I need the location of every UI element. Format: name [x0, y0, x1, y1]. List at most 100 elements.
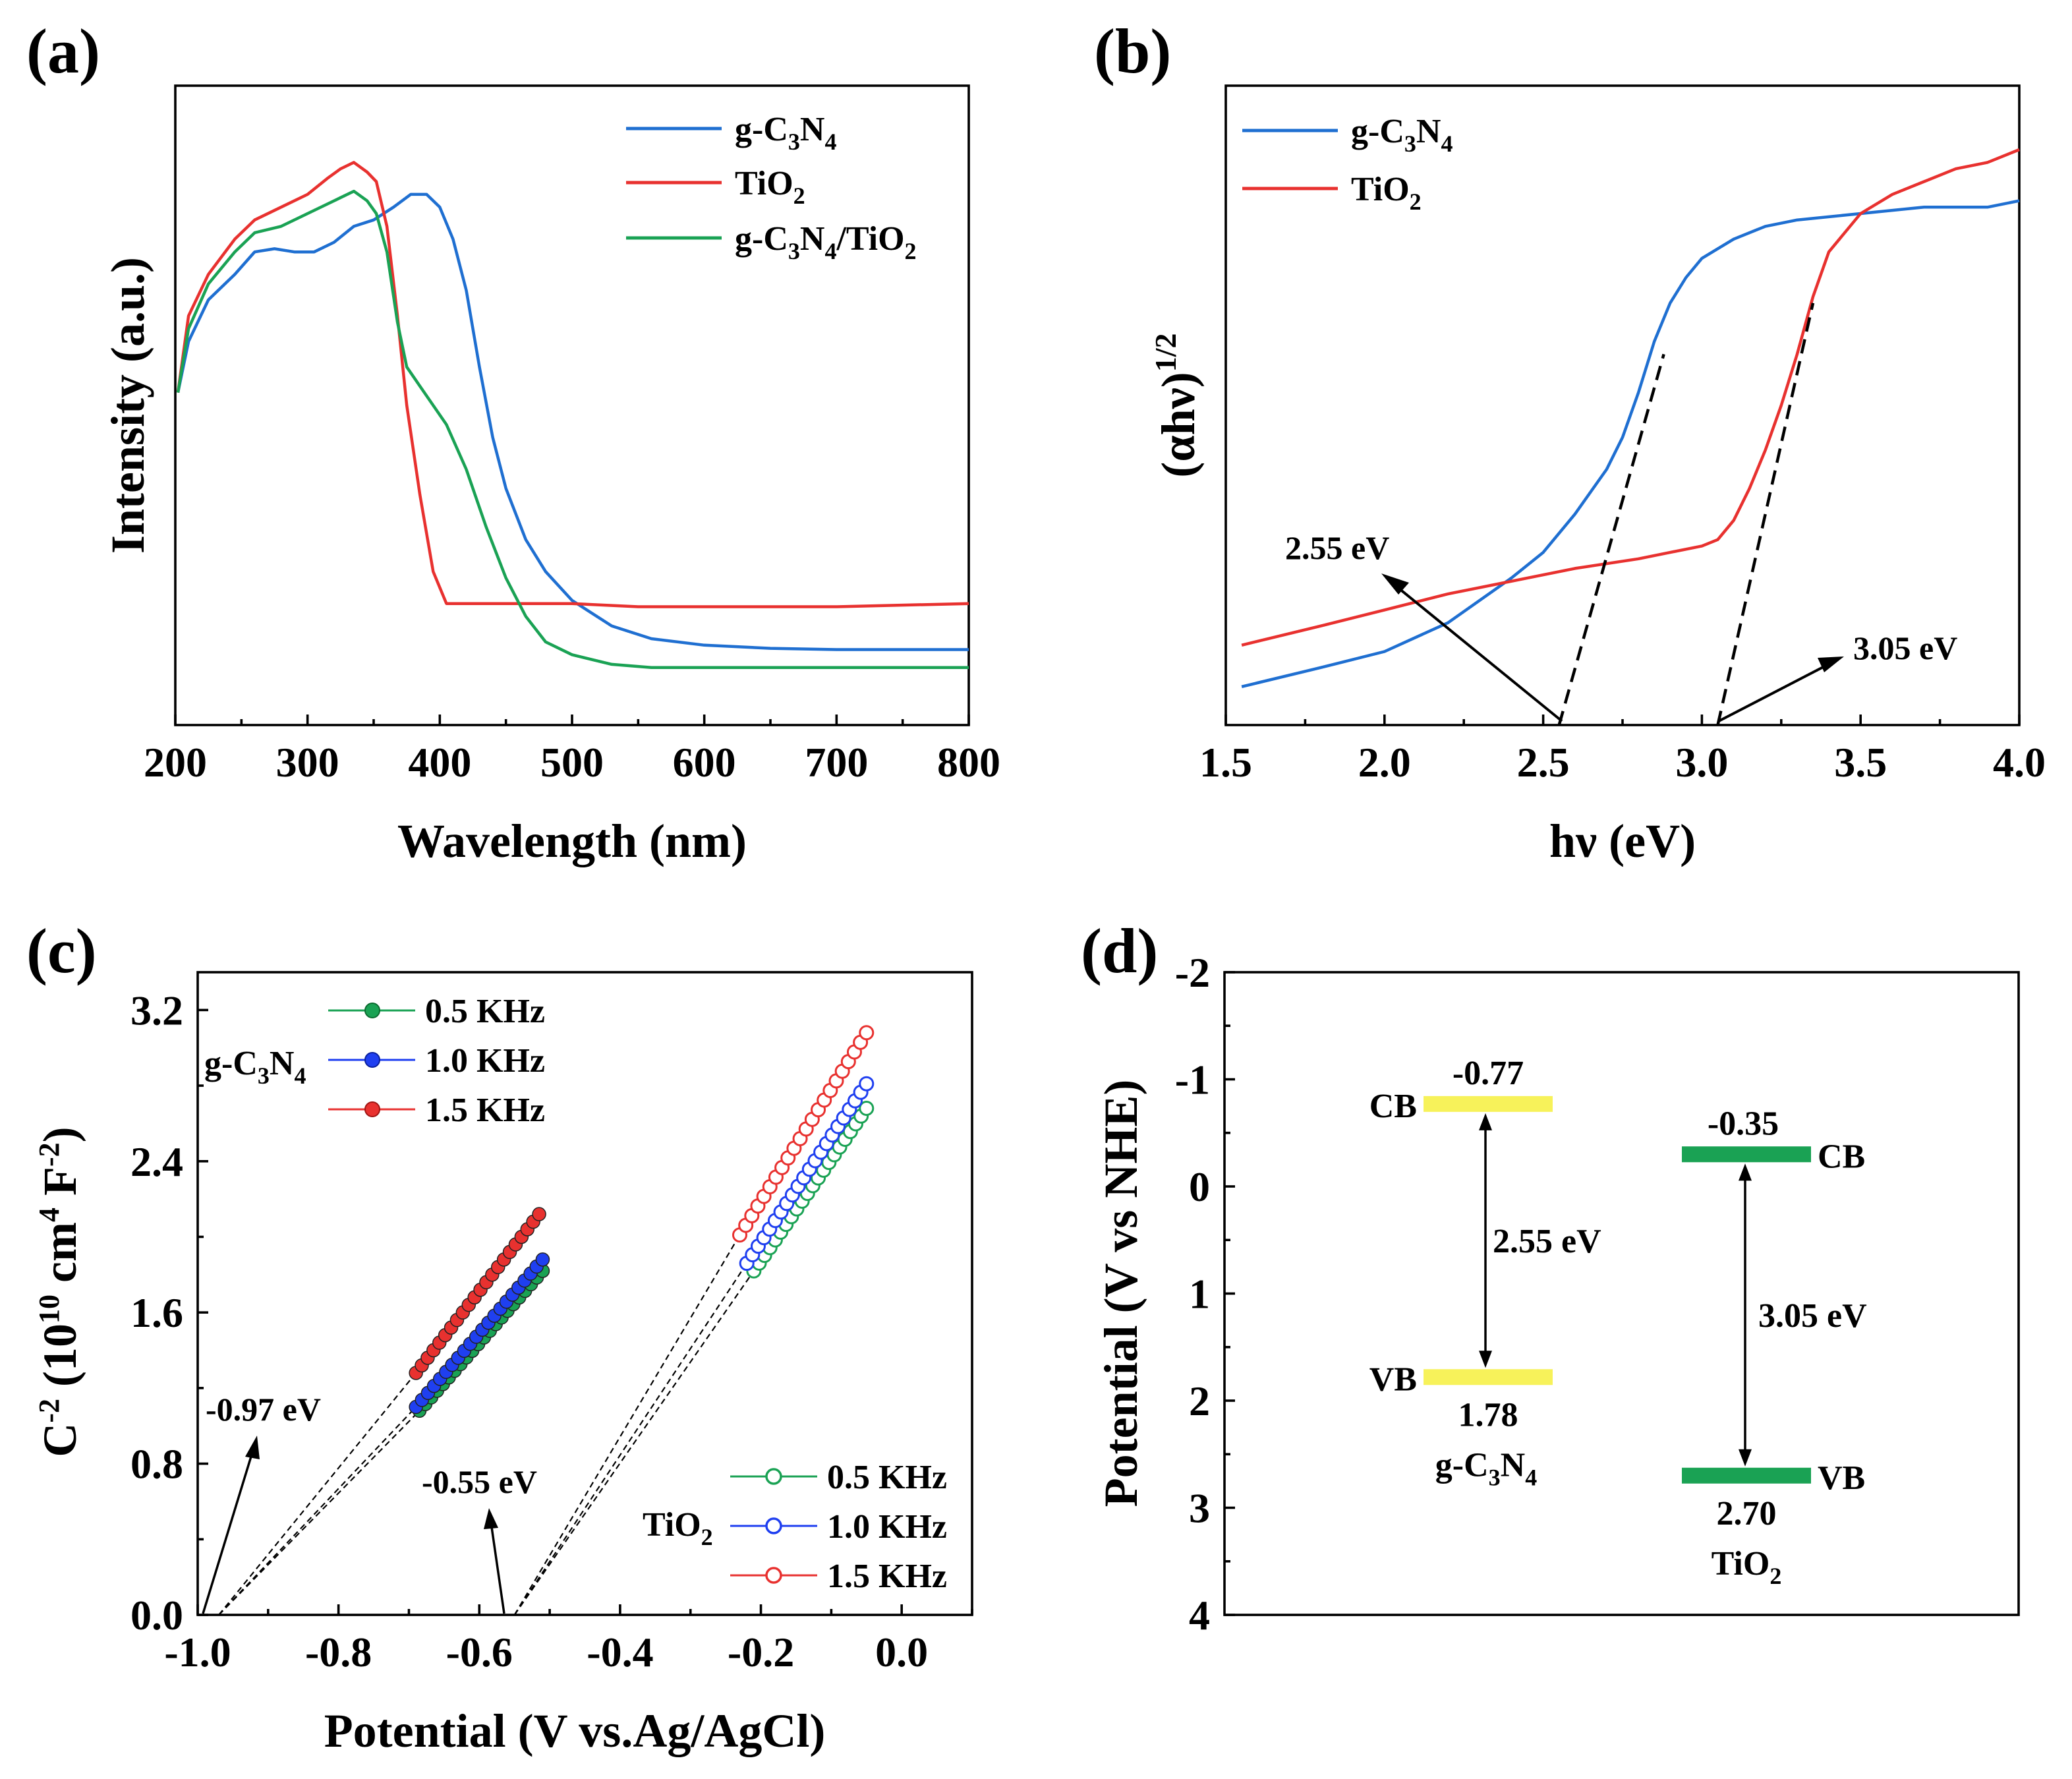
- legend-marker-c-filled-1: [364, 1052, 380, 1068]
- legend-label-c-open-2: 1.5 KHz: [827, 1558, 947, 1595]
- c-xtick-label: -0.8: [305, 1629, 372, 1676]
- a-xtick-label: 500: [540, 739, 604, 786]
- panel-a-xlabel: Wavelength (nm): [397, 815, 747, 867]
- d-cb-value-g-c3n4: -0.77: [1453, 1055, 1524, 1092]
- panel-c-xlabel: Potential (V vs.Ag/AgCl): [324, 1705, 826, 1757]
- c-ytick-label: 0.0: [130, 1592, 183, 1639]
- d-cb-value-tio2: -0.35: [1708, 1105, 1779, 1142]
- panel-c-ticks: -1.0 -0.8 -0.6 -0.4 -0.2 0.0 0.0 0.8 1.6 2.4 3.2: [130, 987, 973, 1676]
- c-extrapolation-0-0: [218, 1410, 420, 1616]
- legend-label-c-open-1: 1.0 KHz: [827, 1508, 947, 1546]
- b-xtick-label: 3.5: [1834, 739, 1887, 786]
- b-series-0: [1241, 199, 2020, 688]
- panel-a-series: [176, 161, 969, 669]
- panel-b-ylabel: (αhν)1/2: [1149, 333, 1205, 477]
- panel-c-legend-tio2: TiO2 0.5 KHz 1.0 KHz 1.5 KHz: [643, 1459, 947, 1595]
- b-xtick-label: 1.5: [1199, 739, 1252, 786]
- b-xtick-label: 2.0: [1358, 739, 1411, 786]
- c-extrapolation-1-2: [513, 1235, 741, 1616]
- d-cb-bar-tio2: [1682, 1146, 1811, 1163]
- a-xtick-label: 400: [408, 739, 471, 786]
- a-series-0: [176, 192, 969, 651]
- panel-d-label: (d): [1081, 916, 1158, 986]
- legend-marker-c-filled-0: [364, 1003, 380, 1018]
- c-ytick-label: 1.6: [130, 1289, 183, 1336]
- panel-a-ylabel: Intensity (a.u.): [101, 257, 154, 554]
- legend-marker-c-filled-2: [364, 1101, 380, 1117]
- panel-d-ticks: -2 -1 0 1 2 3 4: [1175, 949, 1235, 1639]
- d-gap-arrowhead-up: [1739, 1163, 1752, 1181]
- arrow-3-05-ev: [1718, 662, 1831, 722]
- d-gap-arrowhead-up: [1479, 1113, 1492, 1130]
- c-xtick-label: -1.0: [164, 1629, 231, 1676]
- arrowhead-3-05-ev: [1818, 656, 1844, 672]
- d-vb-value-tio2: 2.70: [1717, 1495, 1777, 1532]
- d-cb-label: CB: [1369, 1088, 1417, 1125]
- panel-d: (d) -2 -1 0 1 2 3 4 Potential (V vs NHE) CB VB -…: [1081, 916, 2020, 1639]
- panel-a: (a) 200 300 400 500 600 700 800 Wavelength (nm…: [26, 16, 1000, 867]
- arrowhead-0-97-ev: [245, 1436, 260, 1459]
- legend-label-g-c3n4: g-C3N4: [1351, 113, 1453, 157]
- c-point: [859, 1076, 875, 1092]
- panel-b-legend: g-C3N4 TiO2: [1242, 113, 1453, 215]
- panel-c: (c) -1.0 -0.8 -0.6 -0.4 -0.2 0.0 0.0 0.8 1.6 2.4 3…: [26, 916, 973, 1757]
- legend-label-c-filled-0: 0.5 KHz: [425, 993, 545, 1030]
- d-ytick-label: 2: [1189, 1378, 1210, 1424]
- legend-group-label-tio2: TiO2: [643, 1506, 713, 1550]
- panel-b-tangents: [1557, 303, 1815, 726]
- a-series-2: [176, 189, 969, 669]
- panel-d-ylabel: Potential (V vs NHE): [1095, 1080, 1147, 1507]
- panel-c-annotation-0-97: -0.97 eV: [202, 1391, 321, 1614]
- annotation-0-55-ev: -0.55 eV: [422, 1463, 537, 1500]
- panel-c-annotation-0-55: -0.55 eV: [422, 1463, 537, 1614]
- a-xtick-label: 200: [144, 739, 207, 786]
- panel-b-annotation-2-55: 2.55 eV: [1285, 529, 1563, 722]
- arrow-0-55-ev: [490, 1522, 505, 1614]
- c-ytick-label: 2.4: [130, 1138, 183, 1185]
- a-series-1: [176, 161, 969, 608]
- legend-label-c-open-0: 0.5 KHz: [827, 1459, 947, 1496]
- d-cb-bar-g-c3n4: [1424, 1095, 1553, 1112]
- d-vb-label: VB: [1818, 1459, 1865, 1497]
- panel-a-plot-frame: [174, 84, 970, 726]
- a-xtick-label: 300: [276, 739, 339, 786]
- panel-b: (b) 1.5 2.0 2.5 3.0 3.5 4.0 hν (eV) (αhν)1/2 …: [1094, 16, 2046, 867]
- legend-label-g-c3n4-tio2: g-C3N4/TiO2: [735, 220, 917, 264]
- legend-group-label-g-c3n4: g-C3N4: [204, 1045, 306, 1089]
- annotation-2-55-ev: 2.55 eV: [1285, 529, 1389, 566]
- d-ytick-label: 0: [1189, 1163, 1210, 1210]
- c-ytick-label: 0.8: [130, 1441, 183, 1488]
- d-vb-bar-tio2: [1682, 1467, 1811, 1484]
- panel-c-plot-frame: [196, 971, 973, 1616]
- b-tangent-1: [1716, 303, 1815, 726]
- d-ytick-label: -2: [1175, 949, 1210, 996]
- panel-a-label: (a): [26, 16, 100, 86]
- d-gap-arrowhead-down: [1479, 1351, 1492, 1368]
- d-gap-arrowhead-down: [1739, 1449, 1752, 1467]
- legend-label-c-filled-2: 1.5 KHz: [425, 1092, 545, 1129]
- d-cb-label: CB: [1818, 1138, 1865, 1175]
- arrow-2-55-ev: [1391, 581, 1563, 722]
- panel-b-series: [1241, 148, 2020, 688]
- d-ytick-label: -1: [1175, 1057, 1210, 1103]
- arrowhead-0-55-ev: [484, 1508, 498, 1529]
- a-xtick-label: 700: [805, 739, 868, 786]
- panel-c-series: [409, 1025, 875, 1418]
- panel-b-label: (b): [1094, 16, 1171, 86]
- legend-label-g-c3n4: g-C3N4: [735, 111, 836, 155]
- legend-marker-c-open-1: [765, 1517, 782, 1534]
- panel-c-label: (c): [26, 916, 97, 986]
- d-material-name-tio2: TiO2: [1712, 1545, 1782, 1589]
- b-xtick-label: 2.5: [1517, 739, 1570, 786]
- c-extrapolation-1-0: [513, 1270, 755, 1616]
- annotation-0-97-ev: -0.97 eV: [206, 1391, 321, 1428]
- arrow-0-97-ev: [202, 1449, 254, 1614]
- panel-a-legend: g-C3N4 TiO2 g-C3N4/TiO2: [626, 111, 917, 264]
- c-xtick-label: -0.2: [728, 1629, 794, 1676]
- panel-b-xticks: 1.5 2.0 2.5 3.0 3.5 4.0: [1199, 715, 2046, 786]
- a-xtick-label: 800: [937, 739, 1000, 786]
- b-xtick-label: 4.0: [1993, 739, 2046, 786]
- a-xtick-label: 600: [673, 739, 736, 786]
- annotation-3-05-ev: 3.05 eV: [1853, 629, 1957, 666]
